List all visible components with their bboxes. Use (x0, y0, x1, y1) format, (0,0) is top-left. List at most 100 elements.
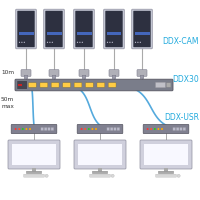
Circle shape (135, 42, 136, 43)
Circle shape (25, 128, 27, 130)
FancyBboxPatch shape (79, 70, 89, 76)
Circle shape (137, 42, 138, 43)
FancyBboxPatch shape (63, 83, 70, 87)
FancyBboxPatch shape (114, 127, 116, 131)
Circle shape (18, 128, 20, 130)
FancyBboxPatch shape (16, 9, 36, 49)
Text: DDX-CAM: DDX-CAM (162, 38, 199, 46)
FancyBboxPatch shape (77, 124, 123, 134)
FancyBboxPatch shape (29, 83, 36, 87)
FancyBboxPatch shape (166, 83, 171, 87)
FancyBboxPatch shape (173, 127, 176, 131)
Circle shape (21, 42, 22, 43)
Circle shape (84, 128, 86, 130)
FancyBboxPatch shape (45, 11, 63, 47)
Circle shape (82, 42, 83, 43)
FancyBboxPatch shape (133, 11, 151, 47)
Circle shape (45, 174, 48, 177)
Circle shape (19, 42, 20, 43)
Circle shape (81, 128, 83, 130)
FancyBboxPatch shape (82, 75, 86, 79)
FancyBboxPatch shape (132, 9, 152, 49)
Bar (106, 32, 121, 35)
FancyBboxPatch shape (8, 140, 60, 169)
Circle shape (95, 128, 97, 130)
Circle shape (22, 128, 24, 130)
FancyBboxPatch shape (51, 127, 54, 131)
Circle shape (150, 128, 152, 130)
Circle shape (79, 42, 80, 43)
FancyBboxPatch shape (44, 127, 47, 131)
FancyBboxPatch shape (40, 83, 48, 87)
FancyBboxPatch shape (155, 82, 166, 88)
Bar (78, 144, 122, 165)
FancyBboxPatch shape (49, 70, 59, 76)
FancyBboxPatch shape (26, 171, 42, 174)
Text: 10m: 10m (1, 71, 14, 75)
FancyBboxPatch shape (140, 140, 192, 169)
Bar (98, 168, 102, 172)
Bar (19, 32, 34, 35)
Bar (144, 144, 188, 165)
FancyBboxPatch shape (24, 75, 28, 79)
Circle shape (49, 42, 51, 43)
Circle shape (109, 42, 110, 43)
FancyBboxPatch shape (180, 127, 182, 131)
FancyBboxPatch shape (52, 75, 56, 79)
Circle shape (140, 42, 141, 43)
FancyBboxPatch shape (90, 174, 110, 177)
Circle shape (47, 42, 48, 43)
Text: 50m
max: 50m max (1, 97, 14, 109)
FancyBboxPatch shape (48, 127, 50, 131)
Text: DDX-USR: DDX-USR (164, 112, 199, 121)
Bar (164, 168, 168, 172)
Bar (47, 32, 62, 35)
Circle shape (154, 128, 156, 130)
FancyBboxPatch shape (17, 11, 35, 47)
FancyBboxPatch shape (51, 83, 59, 87)
FancyBboxPatch shape (104, 9, 124, 49)
FancyBboxPatch shape (108, 83, 116, 87)
FancyBboxPatch shape (176, 127, 179, 131)
FancyBboxPatch shape (74, 83, 82, 87)
FancyBboxPatch shape (74, 9, 94, 49)
Bar (76, 32, 92, 35)
FancyBboxPatch shape (137, 70, 147, 76)
FancyBboxPatch shape (110, 127, 113, 131)
FancyBboxPatch shape (140, 75, 144, 79)
Circle shape (157, 128, 159, 130)
Text: DDX30: DDX30 (172, 75, 199, 84)
Circle shape (107, 42, 108, 43)
Bar (12, 144, 56, 165)
FancyBboxPatch shape (117, 127, 120, 131)
Circle shape (24, 42, 25, 43)
Circle shape (88, 128, 90, 130)
Circle shape (177, 174, 180, 177)
Bar (32, 168, 36, 172)
FancyBboxPatch shape (156, 174, 176, 177)
Circle shape (91, 128, 93, 130)
Circle shape (29, 128, 31, 130)
FancyBboxPatch shape (11, 124, 57, 134)
FancyBboxPatch shape (107, 127, 110, 131)
FancyBboxPatch shape (24, 174, 44, 177)
FancyBboxPatch shape (15, 79, 173, 91)
FancyBboxPatch shape (105, 11, 123, 47)
Circle shape (15, 128, 17, 130)
Circle shape (111, 174, 114, 177)
Circle shape (147, 128, 149, 130)
FancyBboxPatch shape (44, 9, 64, 49)
Bar (18, 84, 22, 86)
FancyBboxPatch shape (158, 171, 174, 174)
FancyBboxPatch shape (41, 127, 44, 131)
FancyBboxPatch shape (92, 171, 108, 174)
FancyBboxPatch shape (21, 70, 31, 76)
FancyBboxPatch shape (74, 140, 126, 169)
FancyBboxPatch shape (86, 83, 93, 87)
Bar (134, 32, 150, 35)
Circle shape (52, 42, 53, 43)
Circle shape (161, 128, 163, 130)
FancyBboxPatch shape (143, 124, 189, 134)
FancyBboxPatch shape (183, 127, 186, 131)
FancyBboxPatch shape (75, 11, 93, 47)
